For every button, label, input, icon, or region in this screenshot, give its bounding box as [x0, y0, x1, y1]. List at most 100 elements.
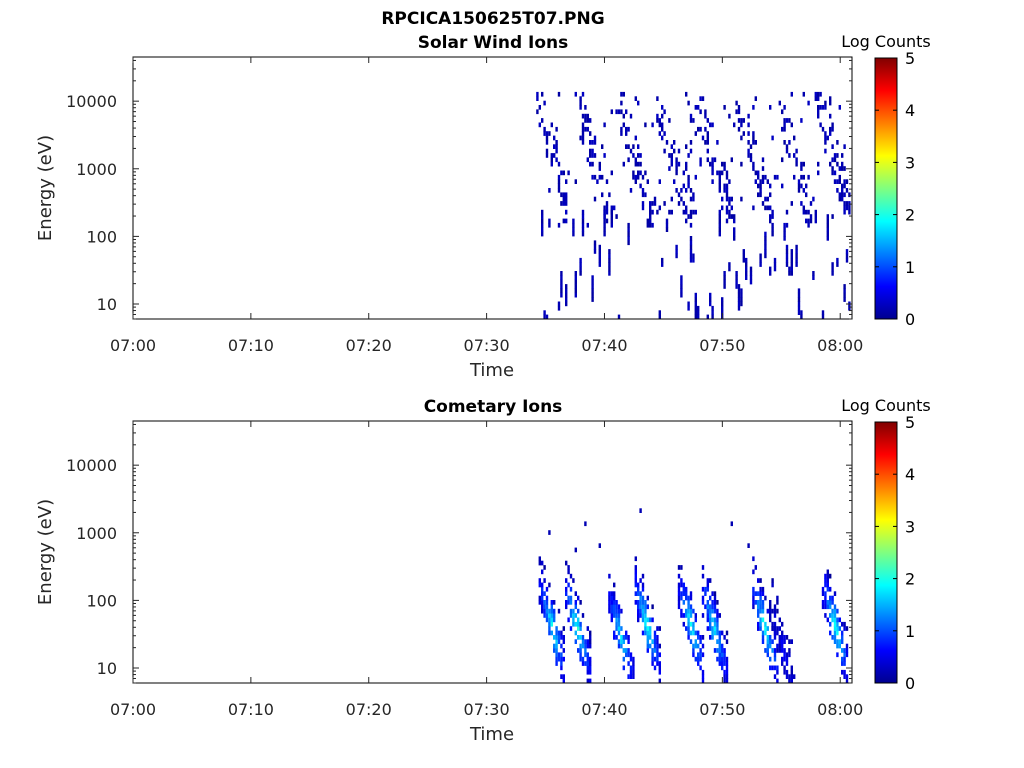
spectrogram-cell — [689, 113, 693, 119]
spectrogram-cell — [829, 573, 832, 579]
spectrogram-cell — [685, 608, 688, 614]
spectrogram-cell — [637, 582, 640, 588]
spectrogram-cell — [646, 643, 649, 649]
spectrogram-cell — [764, 236, 767, 241]
spectrogram-cell — [694, 297, 697, 302]
spectrogram-cell — [543, 604, 546, 610]
spectrogram-cell — [793, 674, 796, 679]
spectrogram-cell — [817, 161, 820, 167]
spectrogram-cell — [699, 648, 702, 653]
spectrogram-cell — [565, 297, 568, 302]
spectrogram-cell — [761, 157, 765, 163]
spectrogram-cell — [752, 556, 755, 562]
colorbar-tick-label: 1 — [905, 258, 915, 277]
spectrogram-cell — [649, 222, 652, 228]
spectrogram-cell — [560, 661, 563, 666]
spectrogram-cell — [656, 643, 659, 649]
spectrogram-cell — [706, 617, 709, 623]
spectrogram-cell — [620, 639, 623, 644]
spectrogram-cell — [706, 613, 709, 618]
spectrogram-cell — [718, 209, 721, 215]
spectrogram-cell — [687, 626, 690, 631]
spectrogram-cell — [824, 578, 827, 583]
spectrogram-cell — [670, 157, 673, 163]
spectrogram-cell — [560, 674, 563, 679]
spectrogram-cell — [747, 131, 750, 136]
spectrogram-cell — [603, 153, 606, 158]
spectrogram-cell — [761, 604, 765, 610]
spectrogram-cell — [581, 639, 585, 644]
spectrogram-cell — [716, 600, 719, 605]
spectrogram-cell — [747, 122, 750, 128]
spectrogram-cell — [629, 656, 633, 662]
spectrogram-cell — [562, 656, 565, 662]
spectrogram-cell — [797, 297, 801, 302]
spectrogram-cell — [548, 582, 551, 588]
spectrogram-cell — [692, 257, 695, 263]
spectrogram-cell — [615, 617, 618, 623]
spectrogram-cell — [553, 648, 556, 653]
spectrogram-cell — [728, 201, 731, 206]
spectrogram-cell — [781, 630, 784, 636]
spectrogram-cell — [632, 144, 635, 149]
colorbar-tick-label: 5 — [905, 413, 915, 432]
spectrogram-cell — [661, 105, 664, 110]
spectrogram-cell — [761, 600, 765, 605]
spectrogram-cell — [718, 214, 721, 219]
spectrogram-cell — [579, 648, 582, 653]
spectrogram-cell — [603, 231, 606, 237]
spectrogram-cell — [704, 109, 707, 115]
spectrogram-cell — [836, 643, 839, 649]
spectrogram-cell — [627, 661, 630, 666]
spectrogram-cell — [778, 639, 781, 644]
spectrogram-cell — [752, 600, 755, 605]
spectrogram-cell — [711, 314, 714, 320]
y-tick-label: 100 — [86, 591, 117, 610]
spectrogram-cell — [543, 126, 546, 132]
spectrogram-cell — [723, 183, 726, 189]
spectrogram-cell — [646, 648, 649, 653]
spectrogram-cell — [541, 608, 544, 614]
spectrogram-cell — [545, 153, 549, 158]
spectrogram-cell — [783, 669, 786, 675]
spectrogram-cell — [608, 604, 611, 610]
spectrogram-cell — [603, 222, 606, 228]
spectrogram-cell — [565, 209, 568, 215]
spectrogram-cell — [841, 183, 844, 189]
spectrogram-cell — [706, 118, 709, 123]
spectrogram-cell — [689, 236, 693, 241]
spectrogram-cell — [721, 161, 724, 167]
spectrogram-cell — [586, 643, 589, 649]
spectrogram-cell — [833, 626, 837, 631]
spectrogram-cell — [562, 639, 565, 644]
spectrogram-cell — [733, 227, 736, 232]
spectrogram-cell — [663, 148, 666, 154]
spectrogram-cell — [790, 249, 793, 254]
spectrogram-cells-cometary — [538, 508, 849, 684]
spectrogram-cell — [742, 257, 745, 263]
spectrogram-cell — [622, 91, 625, 97]
spectrogram-cell — [677, 595, 681, 601]
spectrogram-cell — [646, 595, 649, 601]
spectrogram-cell — [603, 227, 606, 232]
spectrogram-cell — [766, 196, 769, 202]
spectrogram-cell — [785, 661, 789, 666]
spectrogram-cell — [589, 131, 592, 136]
spectrogram-cell — [560, 271, 563, 276]
spectrogram-cell — [565, 560, 568, 566]
spectrogram-cell — [711, 179, 714, 184]
x-tick-label: 07:50 — [699, 700, 745, 719]
spectrogram-cell — [824, 573, 827, 579]
spectrogram-cell — [805, 192, 808, 198]
spectrogram-cell — [694, 639, 697, 644]
spectrogram-cell — [557, 301, 561, 307]
spectrogram-cell — [788, 271, 791, 276]
spectrogram-cell — [790, 674, 793, 679]
spectrogram-cell — [586, 222, 589, 228]
spectrogram-cell — [610, 170, 613, 176]
spectrogram-cell — [689, 613, 693, 618]
spectrogram-cell — [737, 292, 741, 298]
spectrogram-cell — [833, 153, 837, 158]
spectrogram-cell — [646, 604, 649, 610]
spectrogram-cell — [713, 621, 717, 627]
